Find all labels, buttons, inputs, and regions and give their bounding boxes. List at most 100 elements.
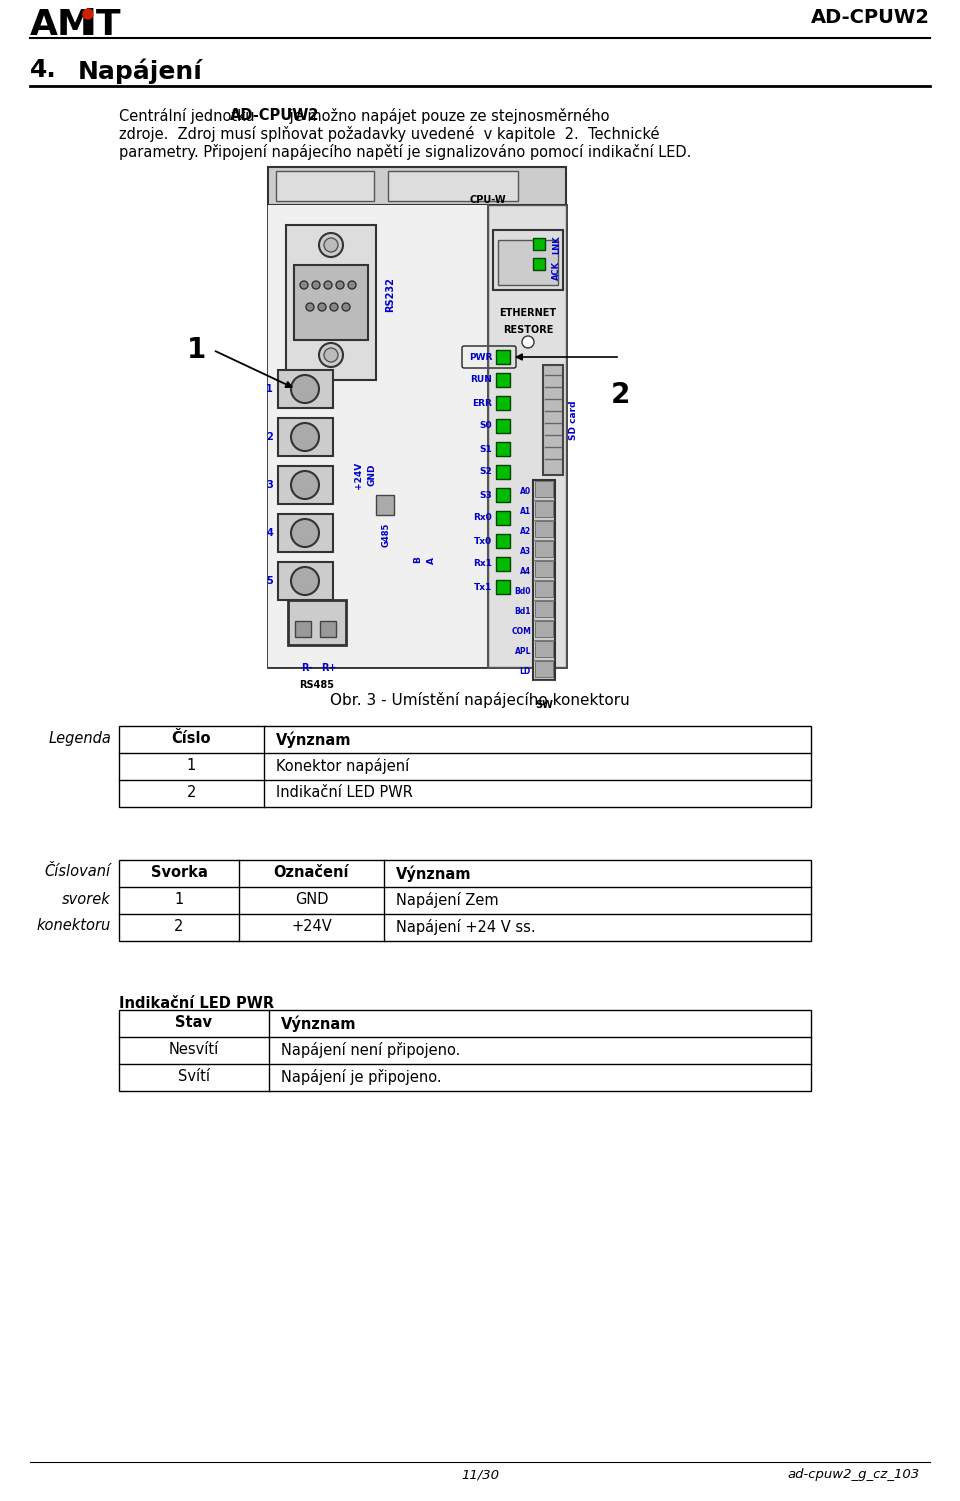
Text: B: B xyxy=(414,557,422,563)
Bar xyxy=(496,465,510,479)
Text: Rx1: Rx1 xyxy=(473,560,492,569)
Bar xyxy=(535,501,553,516)
Text: Stav: Stav xyxy=(176,1015,212,1030)
Bar xyxy=(535,641,553,657)
Text: RS485: RS485 xyxy=(300,680,334,690)
Text: S2: S2 xyxy=(479,467,492,476)
Bar xyxy=(286,225,376,380)
Text: ERR: ERR xyxy=(472,398,492,407)
Bar xyxy=(288,600,346,645)
Bar xyxy=(496,419,510,432)
Circle shape xyxy=(291,519,319,546)
Text: GND: GND xyxy=(295,892,328,907)
Text: zdroje.  Zdroj musí splňovat požadavky uvedené  v kapitole  2.  Technické: zdroje. Zdroj musí splňovat požadavky uv… xyxy=(119,126,660,143)
Text: R+: R+ xyxy=(322,663,337,672)
Bar xyxy=(535,621,553,636)
Bar xyxy=(535,521,553,537)
Bar xyxy=(376,495,394,515)
Text: Indikační LED PWR: Indikační LED PWR xyxy=(119,997,275,1012)
Text: 1: 1 xyxy=(187,758,196,773)
Text: 2: 2 xyxy=(187,785,196,800)
Circle shape xyxy=(312,281,320,290)
Bar xyxy=(533,258,545,270)
Text: A1: A1 xyxy=(520,507,531,516)
Bar xyxy=(493,230,563,290)
Text: APL: APL xyxy=(515,647,531,656)
Text: Označení: Označení xyxy=(274,865,349,880)
Text: CPU-W: CPU-W xyxy=(469,195,506,206)
Bar xyxy=(535,600,553,617)
Text: RS232: RS232 xyxy=(385,278,395,312)
Bar xyxy=(535,561,553,576)
Text: 4.: 4. xyxy=(30,59,57,83)
Text: Tx1: Tx1 xyxy=(473,582,492,591)
Text: 5: 5 xyxy=(266,576,273,585)
Circle shape xyxy=(83,9,93,20)
Text: S1: S1 xyxy=(479,444,492,453)
Circle shape xyxy=(306,303,314,311)
Text: Bd1: Bd1 xyxy=(515,608,531,617)
Bar xyxy=(496,374,510,387)
Bar xyxy=(535,581,553,597)
Circle shape xyxy=(291,471,319,498)
Bar xyxy=(496,579,510,594)
Text: Napájení: Napájení xyxy=(78,59,203,84)
Text: 2: 2 xyxy=(611,381,630,408)
Text: G485: G485 xyxy=(381,522,391,548)
Circle shape xyxy=(522,336,534,348)
Text: Napájení není připojeno.: Napájení není připojeno. xyxy=(281,1042,461,1058)
Bar xyxy=(496,396,510,410)
Bar xyxy=(268,206,488,666)
Bar xyxy=(276,171,374,201)
Bar xyxy=(496,510,510,525)
Text: Napájení +24 V ss.: Napájení +24 V ss. xyxy=(396,919,536,935)
Bar xyxy=(488,206,566,666)
Bar xyxy=(496,534,510,548)
Text: +24V: +24V xyxy=(353,461,363,489)
Bar xyxy=(268,206,566,666)
Text: AD-CPUW2: AD-CPUW2 xyxy=(230,108,320,123)
Text: T: T xyxy=(96,8,121,42)
Bar xyxy=(278,561,333,600)
Bar xyxy=(295,621,311,636)
Bar xyxy=(533,480,555,680)
Text: Bd0: Bd0 xyxy=(515,587,531,596)
Text: Výnznam: Výnznam xyxy=(281,1015,356,1031)
Bar xyxy=(535,540,553,557)
Circle shape xyxy=(324,239,338,252)
Text: Nesvítí: Nesvítí xyxy=(169,1042,219,1057)
Text: Svorka: Svorka xyxy=(151,865,207,880)
Text: parametry. Připojení napájecího napětí je signalizováno pomocí indikační LED.: parametry. Připojení napájecího napětí j… xyxy=(119,144,691,161)
Bar xyxy=(294,266,368,341)
Text: COM: COM xyxy=(511,627,531,636)
Bar xyxy=(278,371,333,408)
Text: GND: GND xyxy=(368,464,376,486)
Bar xyxy=(388,171,518,201)
Circle shape xyxy=(318,303,326,311)
Text: A0: A0 xyxy=(520,488,531,497)
Circle shape xyxy=(300,281,308,290)
Bar xyxy=(119,726,811,808)
Text: svorek: svorek xyxy=(62,892,111,907)
Text: RUN: RUN xyxy=(470,375,492,384)
Text: 1: 1 xyxy=(266,384,273,393)
Text: Napájení Zem: Napájení Zem xyxy=(396,892,498,908)
Text: 11/30: 11/30 xyxy=(461,1468,499,1481)
Text: ad-cpuw2_g_cz_103: ad-cpuw2_g_cz_103 xyxy=(788,1468,920,1481)
Bar xyxy=(496,557,510,570)
Text: A2: A2 xyxy=(520,527,531,536)
Text: 1: 1 xyxy=(175,892,183,907)
Text: Konektor napájení: Konektor napájení xyxy=(276,758,409,775)
Circle shape xyxy=(291,375,319,402)
Text: AD-CPUW2: AD-CPUW2 xyxy=(811,8,930,27)
Bar xyxy=(496,350,510,365)
Circle shape xyxy=(319,344,343,368)
Text: 2: 2 xyxy=(266,432,273,441)
Text: Výnznam: Výnznam xyxy=(396,865,471,881)
Circle shape xyxy=(291,567,319,594)
Text: 2: 2 xyxy=(175,919,183,934)
Bar xyxy=(119,1010,811,1091)
Bar xyxy=(278,417,333,456)
Text: 4: 4 xyxy=(266,528,273,537)
Circle shape xyxy=(342,303,350,311)
